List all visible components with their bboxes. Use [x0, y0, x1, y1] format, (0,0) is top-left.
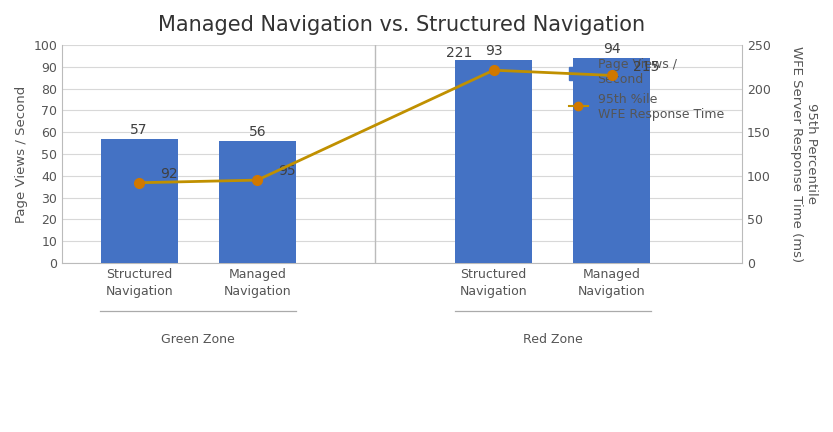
Text: Red Zone: Red Zone	[523, 333, 582, 346]
Text: 92: 92	[161, 167, 178, 181]
Text: 94: 94	[603, 42, 621, 56]
Y-axis label: 95th Percentile
WFE Server Response Time (ms): 95th Percentile WFE Server Response Time…	[790, 46, 818, 262]
Text: 215: 215	[633, 60, 660, 74]
Bar	[573, 58, 651, 263]
Text: 95: 95	[278, 164, 297, 178]
Text: 93: 93	[485, 44, 502, 58]
Text: 57: 57	[130, 123, 148, 137]
Title: Managed Navigation vs. Structured Navigation: Managed Navigation vs. Structured Naviga…	[158, 15, 646, 35]
Bar	[219, 141, 296, 263]
Y-axis label: Page Views / Second: Page Views / Second	[15, 85, 28, 222]
Bar	[456, 60, 532, 263]
Bar	[101, 139, 177, 263]
Text: 221: 221	[446, 46, 472, 60]
Legend: Page Views /
Second, 95th %ile
WFE Response Time: Page Views / Second, 95th %ile WFE Respo…	[564, 53, 729, 126]
Text: Green Zone: Green Zone	[162, 333, 235, 346]
Text: 56: 56	[248, 125, 266, 139]
